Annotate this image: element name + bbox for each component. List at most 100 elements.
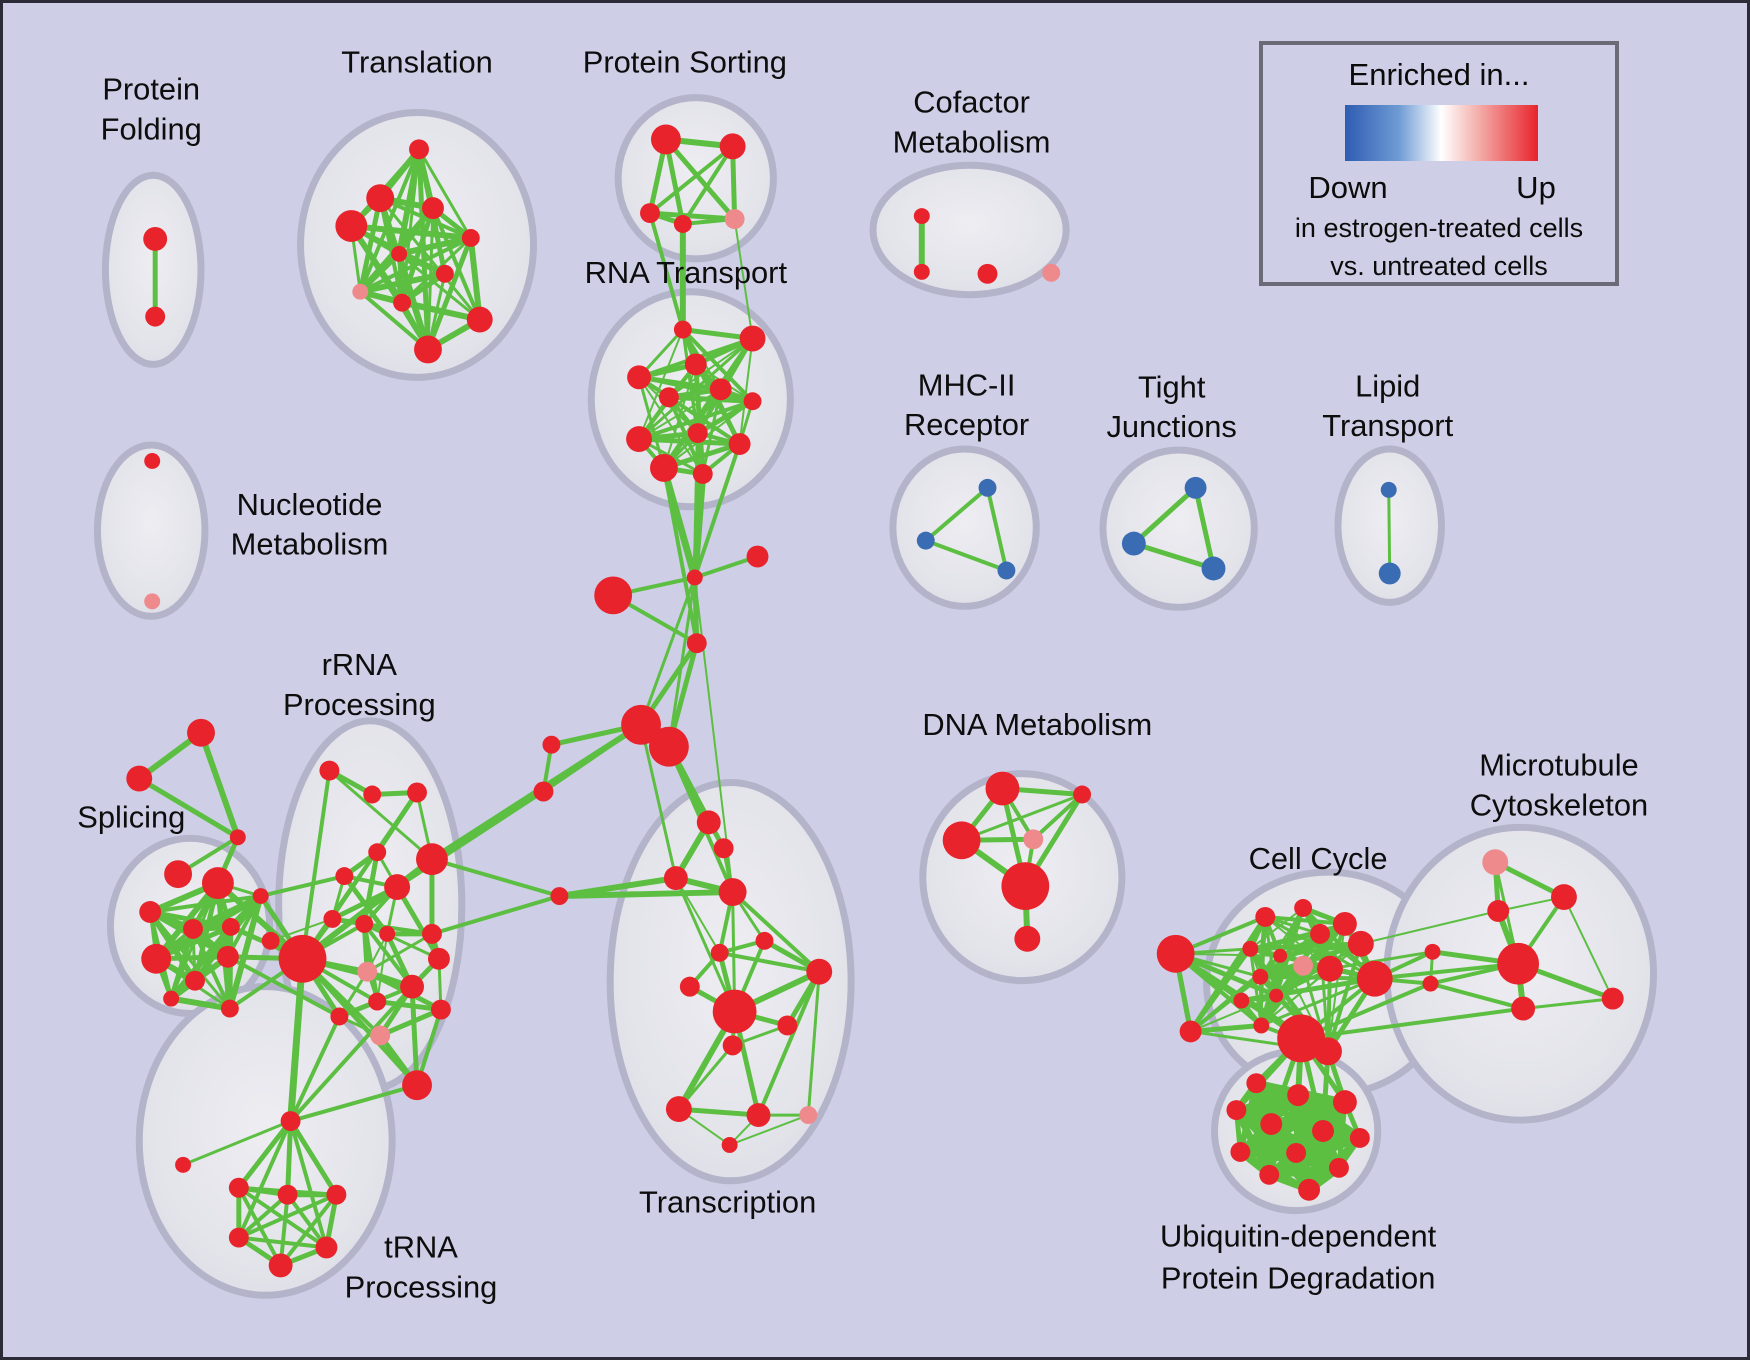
node-rrna-processing-17 <box>368 992 387 1011</box>
node-protein-folding-1 <box>145 306 166 327</box>
edge <box>288 1118 339 1198</box>
edge <box>667 396 741 446</box>
node-transcription-6 <box>806 958 833 985</box>
node-nucleotide-metabolism-0 <box>144 453 161 469</box>
edge <box>1562 896 1614 1000</box>
edge <box>1264 915 1331 970</box>
node-cell-cycle-10 <box>1317 955 1343 982</box>
cluster-label-mhc-ii-receptor: MHC-II Receptor <box>904 367 1029 442</box>
node-translation-1 <box>366 184 395 213</box>
cluster-label-dna-metabolism: DNA Metabolism <box>922 707 1152 742</box>
node-translation-4 <box>461 228 480 247</box>
legend-caption-line2: vs. untreated cells <box>1330 251 1548 281</box>
node-cell-cycle-8 <box>1273 948 1288 963</box>
node-connectors-4 <box>621 704 661 745</box>
node-connectors-7 <box>533 781 554 802</box>
edge <box>278 1192 339 1268</box>
node-dna-metabolism-0 <box>985 771 1020 806</box>
node-trna-processing-2 <box>228 1177 249 1198</box>
edge <box>1372 961 1521 981</box>
edge <box>1387 488 1392 575</box>
node-ubiquitin-degradation-7 <box>1230 1141 1251 1162</box>
node-rrna-processing-20 <box>402 1070 432 1101</box>
cluster-label-cell-cycle: Cell Cycle <box>1249 841 1388 876</box>
edge <box>377 1007 444 1038</box>
node-translation-8 <box>393 293 412 312</box>
node-cell-cycle-16 <box>1314 1037 1342 1066</box>
labels-layer: Protein Folding Translation Protein Sorting… <box>77 45 1648 1305</box>
node-cell-cycle-1 <box>1179 1020 1202 1043</box>
node-translation-6 <box>435 264 454 283</box>
node-trna-processing-7 <box>268 1253 293 1278</box>
edge <box>1299 1006 1526 1041</box>
edge <box>638 328 684 441</box>
node-rrna-processing-9 <box>379 925 396 942</box>
edge <box>362 921 415 989</box>
cluster-label-microtubule-cytoskeleton: Microtubule Cytoskeleton <box>1470 748 1648 823</box>
node-rrna-processing-2 <box>407 782 427 803</box>
edge <box>692 431 700 580</box>
node-rna-transport-7 <box>687 423 708 444</box>
node-cell-cycle-15 <box>1277 1014 1326 1063</box>
cluster-ellipse-trna-processing <box>135 983 396 1299</box>
node-transcription-8 <box>712 989 757 1034</box>
edge <box>717 950 822 974</box>
node-microtubule-cytoskeleton-0 <box>1482 849 1509 876</box>
node-rna-transport-3 <box>627 365 651 390</box>
edge <box>357 251 402 295</box>
edge <box>365 932 434 974</box>
node-rna-transport-10 <box>649 454 678 482</box>
edge <box>358 235 473 294</box>
edge <box>225 954 342 1019</box>
node-lipid-transport-1 <box>1378 562 1401 585</box>
edge <box>695 398 756 436</box>
edge <box>197 729 241 841</box>
node-free-triangle-0 <box>187 718 215 747</box>
node-rrna-processing-16 <box>330 1007 349 1026</box>
edge <box>1258 975 1263 1027</box>
node-ubiquitin-degradation-3 <box>1226 1100 1247 1121</box>
node-trna-processing-5 <box>228 1227 249 1248</box>
edge <box>1359 909 1500 945</box>
node-protein-sorting-1 <box>719 133 746 160</box>
node-transcription-11 <box>665 1096 692 1123</box>
node-rna-transport-0 <box>673 320 692 339</box>
edge <box>639 575 697 727</box>
node-rrna-processing-1 <box>363 785 382 804</box>
edge <box>362 922 441 961</box>
edge <box>236 1192 339 1240</box>
edge <box>692 442 742 580</box>
node-tight-junctions-0 <box>1184 476 1207 499</box>
node-cell-cycle-12 <box>1233 992 1250 1009</box>
node-rna-transport-1 <box>739 325 766 352</box>
node-transcription-12 <box>746 1103 771 1128</box>
edge <box>288 1083 420 1124</box>
edge <box>399 299 483 323</box>
edge <box>417 147 473 240</box>
cluster-label-rna-transport: RNA Transport <box>585 255 788 290</box>
edge <box>376 932 389 1003</box>
cluster-label-protein-folding: Protein Folding <box>101 72 202 147</box>
edge <box>394 884 442 962</box>
node-rrna-processing-4 <box>335 867 354 886</box>
cluster-label-tight-junctions: Tight Junctions <box>1106 369 1236 444</box>
network-svg: Protein Folding Translation Protein Sorting… <box>77 45 1658 1305</box>
edge <box>756 969 822 1118</box>
edge <box>1328 950 1435 971</box>
node-dna-metabolism-5 <box>1014 925 1041 952</box>
node-transcription-9 <box>777 1015 798 1036</box>
nodes-layer <box>126 124 1624 1278</box>
cluster-label-translation: Translation <box>341 45 493 80</box>
node-microtubule-cytoskeleton-1 <box>1551 884 1577 910</box>
edge <box>429 894 562 936</box>
node-rrna-processing-7 <box>323 909 342 928</box>
legend-box: Enriched in... Down Up in estrogen-treat… <box>1259 41 1619 286</box>
legend-caption-line1: in estrogen-treated cells <box>1294 213 1584 243</box>
node-translation-3 <box>335 210 368 242</box>
edge <box>1428 981 1526 1011</box>
node-ubiquitin-degradation-1 <box>1287 1084 1310 1107</box>
node-ubiquitin-degradation-5 <box>1312 1120 1334 1142</box>
edge <box>300 768 332 961</box>
edge <box>648 144 735 216</box>
edge <box>288 1014 342 1124</box>
